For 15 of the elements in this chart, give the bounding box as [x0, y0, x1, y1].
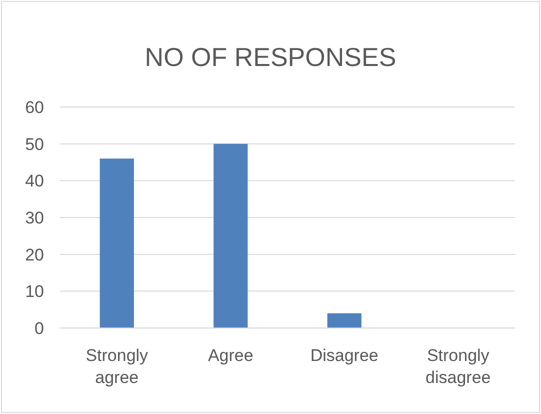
y-tick-label: 30 [25, 208, 44, 228]
y-tick-label: 60 [25, 98, 44, 117]
chart-title: NO OF RESPONSES [144, 42, 396, 72]
y-tick-label: 50 [25, 134, 44, 154]
bar [327, 313, 362, 328]
x-tick-label: Strongly disagree [426, 346, 491, 387]
y-tick-label: 0 [34, 318, 44, 338]
x-tick-label: Strongly agree [86, 346, 149, 387]
bar [214, 144, 248, 328]
y-tick-label: 10 [25, 282, 44, 302]
y-tick-label: 40 [25, 172, 44, 191]
bar [100, 158, 134, 328]
x-tick-label: Disagree [310, 346, 378, 365]
x-tick-label: Agree [208, 346, 254, 365]
y-tick-label: 20 [25, 245, 44, 264]
